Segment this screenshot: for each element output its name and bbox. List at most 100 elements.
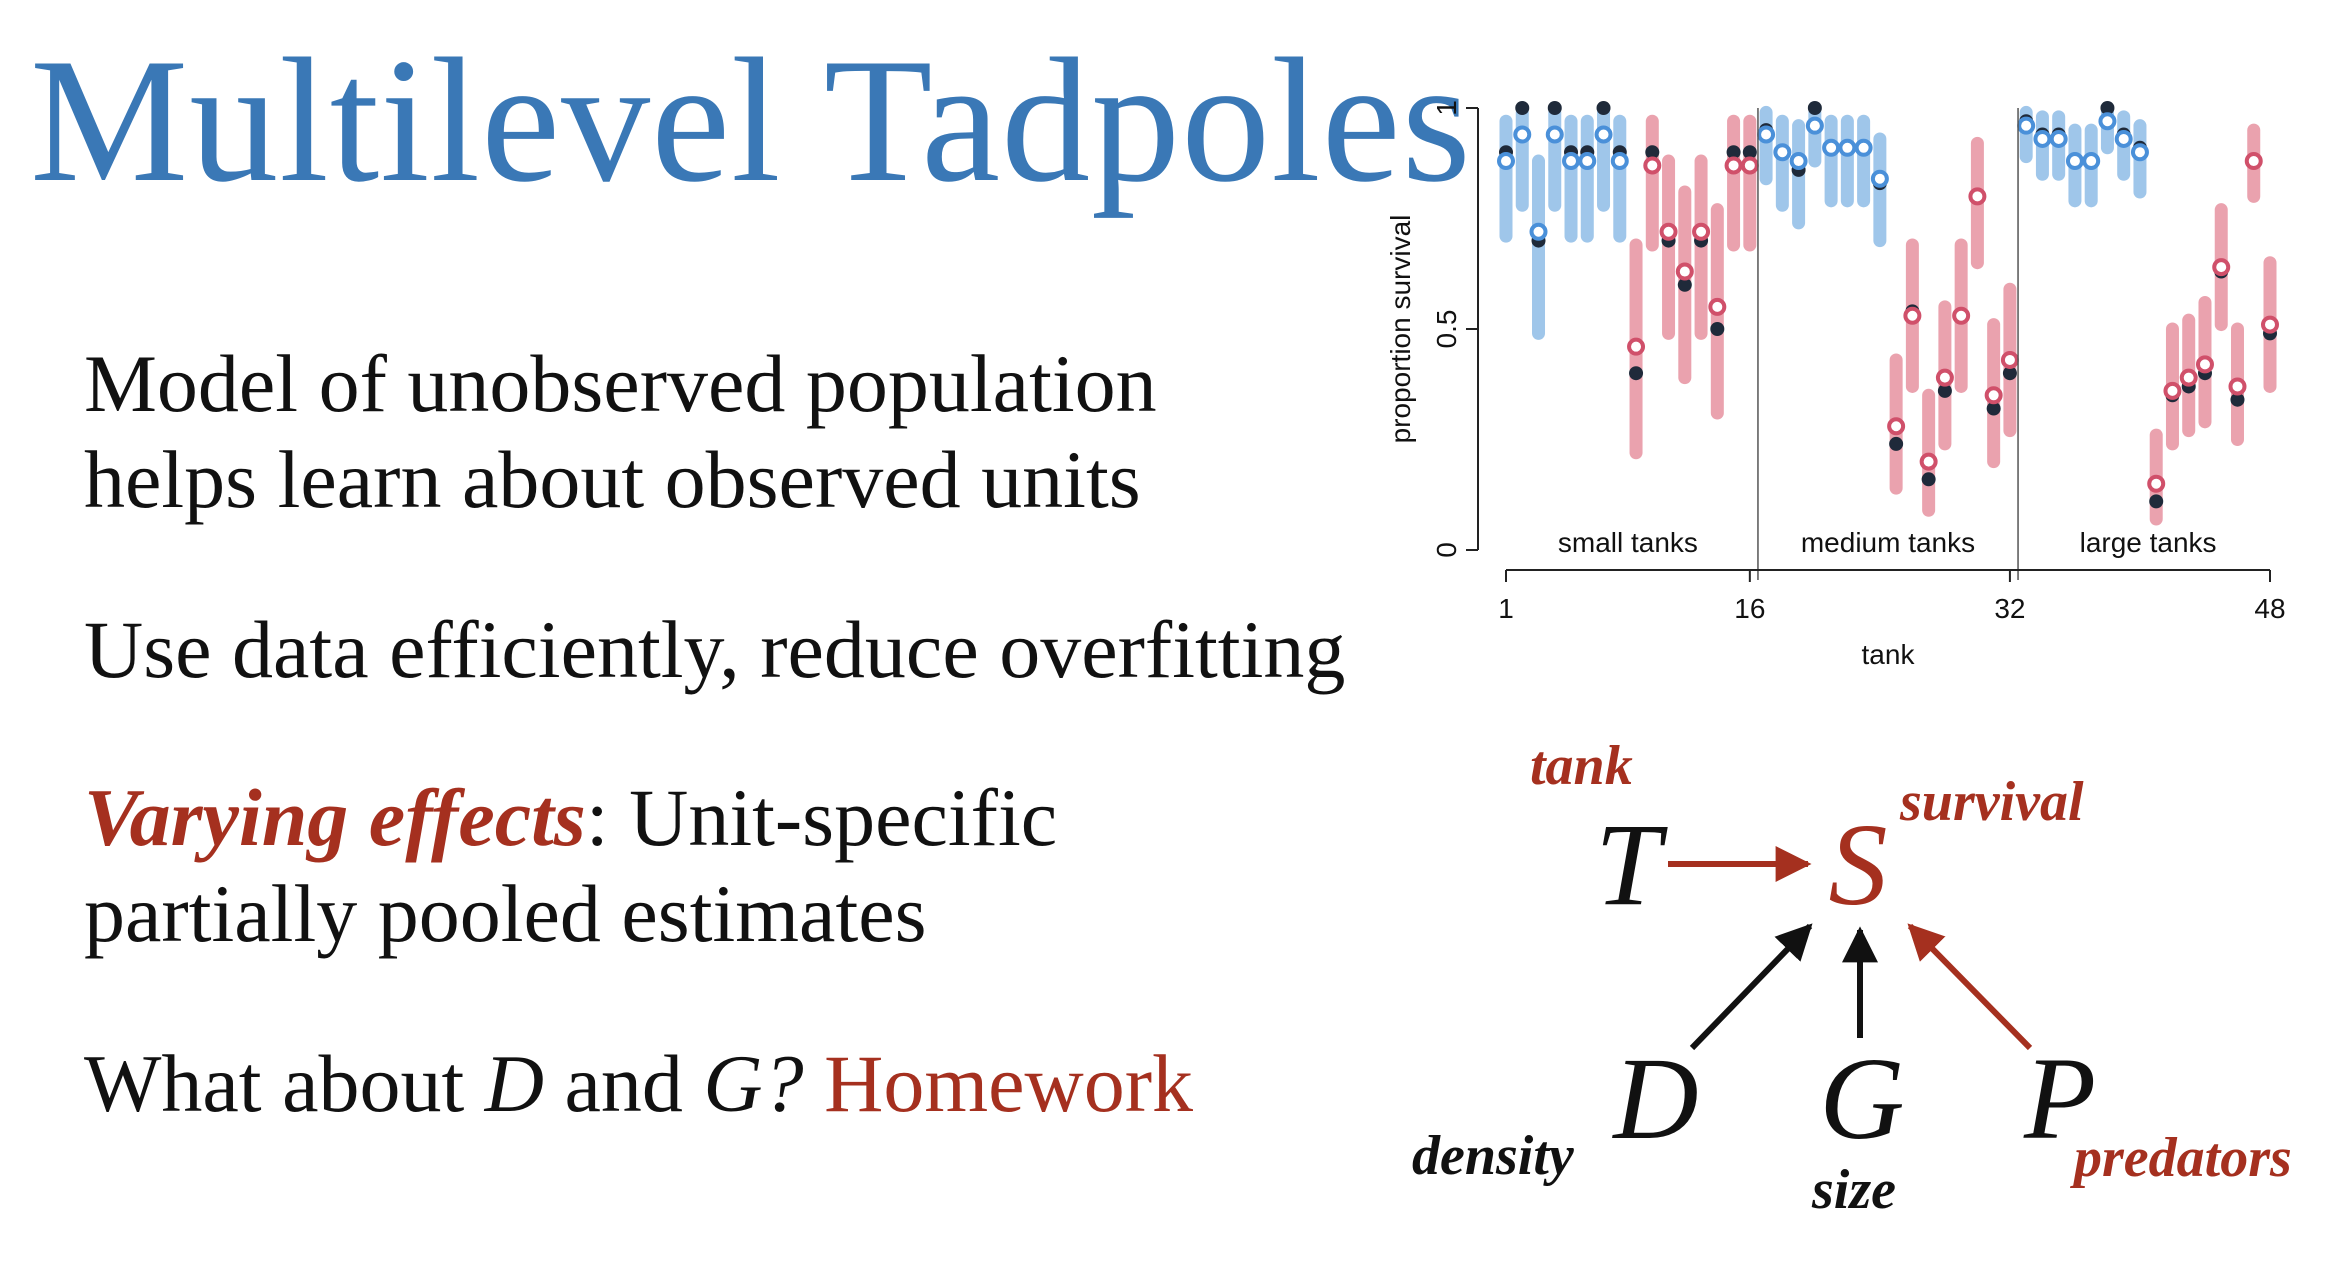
group-label: small tanks bbox=[1558, 527, 1698, 558]
estimate-point bbox=[2244, 152, 2263, 171]
bullet-line: Varying effects: Unit-specific bbox=[84, 770, 1057, 866]
observed-point bbox=[1726, 145, 1741, 160]
estimate-point bbox=[1659, 222, 1678, 241]
estimate-point bbox=[1708, 297, 1727, 316]
estimate-point bbox=[1724, 156, 1743, 175]
bullet-text: and bbox=[543, 1038, 704, 1129]
observed-point bbox=[1596, 101, 1611, 115]
interval-bands bbox=[1499, 105, 2277, 526]
bullet-line: partially pooled estimates bbox=[84, 868, 927, 959]
node-g: G bbox=[1819, 1033, 1904, 1164]
estimate-point bbox=[1870, 169, 1889, 188]
estimate-point bbox=[1594, 125, 1613, 144]
bullet-multilevel-model: Model of unobserved population helps lea… bbox=[84, 336, 1157, 528]
observed-point bbox=[1889, 436, 1904, 451]
estimate-point bbox=[1789, 152, 1808, 171]
bullet-text: : Unit-specific bbox=[585, 772, 1058, 863]
group-label: large tanks bbox=[2080, 527, 2217, 558]
observed-point bbox=[2002, 366, 2017, 381]
observed-point bbox=[1645, 145, 1660, 160]
bullet-line: What about D and G? Homework bbox=[84, 1036, 1193, 1132]
estimate-point bbox=[2228, 377, 2247, 396]
label-density: density bbox=[1412, 1125, 1575, 1187]
estimate-point bbox=[1968, 187, 1987, 206]
estimate-point bbox=[1903, 306, 1922, 325]
estimate-point bbox=[1562, 152, 1581, 171]
estimate-point bbox=[1952, 306, 1971, 325]
homework-text: Homework bbox=[824, 1038, 1194, 1129]
estimate-point bbox=[2065, 152, 2084, 171]
edge-d-to-s bbox=[1689, 923, 1813, 1051]
estimate-point bbox=[2261, 315, 2279, 334]
estimate-point bbox=[2195, 355, 2214, 374]
observed-point bbox=[1742, 145, 1757, 160]
estimate-point bbox=[2179, 368, 2198, 387]
estimate-point bbox=[1887, 417, 1906, 436]
x-axis-label: tank bbox=[1862, 639, 1916, 670]
estimate-point bbox=[1838, 138, 1857, 157]
observed-point bbox=[2100, 101, 2115, 115]
group-label: medium tanks bbox=[1801, 527, 1975, 558]
estimate-point bbox=[1822, 138, 1841, 157]
bullet-homework: What about D and G? Homework bbox=[84, 1036, 1193, 1132]
y-tick-label: 0.5 bbox=[1431, 310, 1462, 349]
estimate-point bbox=[1497, 152, 1515, 171]
estimate-point bbox=[2082, 152, 2101, 171]
varying-effects-term: Varying effects bbox=[84, 772, 586, 863]
observed-point bbox=[1629, 366, 1644, 381]
observed-point bbox=[2149, 494, 2164, 509]
estimate-point bbox=[1578, 152, 1597, 171]
node-p: P bbox=[2023, 1033, 2096, 1164]
x-tick-label: 32 bbox=[1994, 593, 2025, 624]
edge-p-to-s bbox=[1907, 923, 2033, 1051]
bullet-line: Model of unobserved population bbox=[84, 338, 1157, 429]
estimate-point bbox=[2000, 350, 2019, 369]
label-predators: predators bbox=[2070, 1127, 2292, 1189]
node-d: D bbox=[1611, 1033, 1698, 1164]
estimate-point bbox=[1984, 386, 2003, 405]
chart-axes: 0 0.5 1 proportion survival 1 16 32 48 tank small… bbox=[1385, 100, 2286, 670]
observed-point bbox=[2230, 392, 2245, 407]
y-tick-label: 1 bbox=[1431, 100, 1462, 116]
node-s: S bbox=[1829, 799, 1888, 930]
estimate-point bbox=[2147, 474, 2166, 493]
observed-point bbox=[1937, 383, 1952, 398]
estimate-point bbox=[2098, 112, 2117, 131]
x-tick-label: 16 bbox=[1734, 593, 1765, 624]
estimate-point bbox=[1935, 368, 1954, 387]
variable-d: D bbox=[484, 1038, 544, 1129]
estimate-point bbox=[1643, 156, 1662, 175]
x-tick-label: 48 bbox=[2254, 593, 2285, 624]
estimate-point bbox=[1692, 222, 1711, 241]
estimate-point bbox=[2163, 381, 2182, 400]
x-tick-label: 1 bbox=[1498, 593, 1514, 624]
bullet-efficiency: Use data efficiently, reduce overfitting bbox=[84, 602, 1345, 698]
estimate-point bbox=[2049, 129, 2068, 148]
label-survival: survival bbox=[1899, 771, 2084, 833]
estimate-point bbox=[1610, 152, 1629, 171]
observed-point bbox=[1921, 472, 1936, 487]
bullet-varying-effects: Varying effects: Unit-specific partially… bbox=[84, 770, 1057, 962]
y-tick-label: 0 bbox=[1431, 542, 1462, 558]
label-tank: tank bbox=[1530, 735, 1633, 797]
estimate-point bbox=[1740, 156, 1759, 175]
y-axis-label: proportion survival bbox=[1385, 215, 1416, 444]
bullet-line: Use data efficiently, reduce overfitting bbox=[84, 604, 1346, 695]
estimate-point bbox=[1805, 116, 1824, 135]
bullet-text: What about bbox=[84, 1038, 485, 1129]
label-size: size bbox=[1811, 1159, 1896, 1221]
estimate-point bbox=[2212, 258, 2231, 277]
observed-point bbox=[1547, 101, 1562, 115]
data-points bbox=[1497, 101, 2279, 509]
estimate-point bbox=[1919, 452, 1938, 471]
variable-g: G? bbox=[703, 1038, 804, 1129]
estimate-point bbox=[1529, 222, 1548, 241]
observed-point bbox=[1807, 101, 1822, 115]
estimate-point bbox=[1627, 337, 1646, 356]
estimate-point bbox=[1773, 143, 1792, 162]
estimate-point bbox=[1757, 125, 1776, 144]
estimate-point bbox=[1675, 262, 1694, 281]
observed-point bbox=[1515, 101, 1530, 115]
estimate-point bbox=[1513, 125, 1532, 144]
observed-point bbox=[1710, 322, 1725, 336]
